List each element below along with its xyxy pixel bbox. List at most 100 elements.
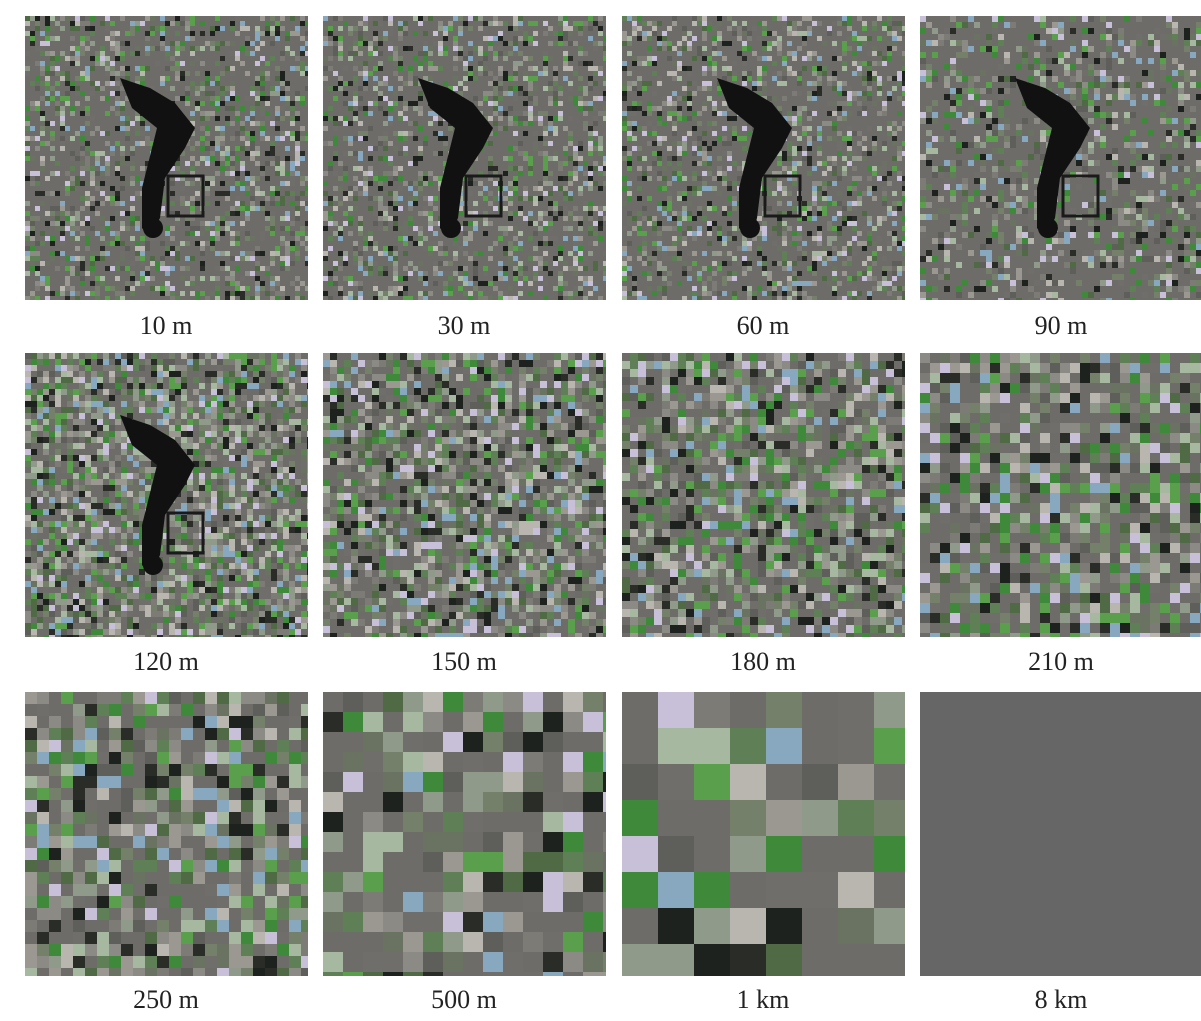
image-pixel — [1070, 16, 1076, 22]
image-pixel — [518, 121, 523, 126]
image-pixel — [220, 181, 225, 186]
image-pixel — [368, 241, 373, 246]
image-pixel — [782, 221, 787, 226]
image-pixel — [682, 216, 687, 221]
image-pixel — [682, 141, 687, 146]
image-pixel — [115, 51, 120, 56]
image-pixel — [50, 71, 55, 76]
image-pixel — [1178, 82, 1184, 88]
image-pixel — [802, 211, 807, 216]
image-pixel — [792, 131, 797, 136]
image-pixel — [792, 206, 797, 211]
image-pixel — [837, 226, 842, 231]
image-pixel — [388, 121, 393, 126]
image-pixel — [817, 236, 822, 241]
image-pixel — [543, 86, 548, 91]
image-pixel — [25, 176, 30, 181]
image-pixel — [986, 40, 992, 46]
image-pixel — [305, 231, 308, 236]
image-pixel — [323, 181, 328, 186]
image-pixel — [473, 271, 478, 276]
image-pixel — [393, 51, 398, 56]
image-pixel — [225, 191, 230, 196]
image-pixel — [588, 241, 593, 246]
image-pixel — [722, 141, 727, 146]
image-pixel — [642, 251, 647, 256]
image-pixel — [260, 106, 265, 111]
image-pixel — [692, 176, 697, 181]
image-pixel — [513, 76, 518, 81]
image-pixel — [100, 56, 105, 61]
image-pixel — [423, 141, 428, 146]
image-pixel — [847, 246, 852, 251]
image-pixel — [677, 176, 682, 181]
image-pixel — [290, 171, 295, 176]
image-pixel — [578, 141, 583, 146]
image-pixel — [802, 296, 807, 300]
image-pixel — [588, 211, 593, 216]
image-pixel — [478, 16, 483, 21]
image-pixel — [882, 256, 887, 261]
image-pixel — [797, 76, 802, 81]
image-pixel — [992, 52, 998, 58]
image-pixel — [398, 86, 403, 91]
image-pixel — [797, 111, 802, 116]
image-pixel — [165, 286, 170, 291]
image-pixel — [483, 56, 488, 61]
image-pixel — [398, 31, 403, 36]
image-pixel — [882, 286, 887, 291]
image-pixel — [80, 51, 85, 56]
image-pixel — [30, 31, 35, 36]
image-pixel — [235, 206, 240, 211]
image-pixel — [270, 136, 275, 141]
image-pixel — [463, 281, 468, 286]
image-pixel — [100, 191, 105, 196]
image-pixel — [867, 86, 872, 91]
image-pixel — [887, 46, 892, 51]
image-pixel — [998, 190, 1004, 196]
image-pixel — [637, 76, 642, 81]
image-pixel — [672, 116, 677, 121]
image-pixel — [438, 151, 443, 156]
image-pixel — [533, 21, 538, 26]
image-pixel — [493, 196, 498, 201]
image-pixel — [722, 181, 727, 186]
image-pixel — [215, 291, 220, 296]
image-pixel — [388, 246, 393, 251]
image-pixel — [667, 56, 672, 61]
image-pixel — [717, 251, 722, 256]
image-pixel — [1190, 70, 1196, 76]
image-pixel — [647, 261, 652, 266]
image-pixel — [30, 16, 35, 21]
image-pixel — [40, 161, 45, 166]
image-pixel — [65, 221, 70, 226]
image-pixel — [513, 256, 518, 261]
image-pixel — [230, 206, 235, 211]
image-pixel — [305, 176, 308, 181]
image-pixel — [998, 124, 1004, 130]
image-pixel — [867, 236, 872, 241]
image-pixel — [1016, 46, 1022, 52]
image-pixel — [50, 256, 55, 261]
image-pixel — [230, 271, 235, 276]
image-pixel — [105, 186, 110, 191]
image-pixel — [672, 76, 677, 81]
image-pixel — [588, 201, 593, 206]
image-pixel — [125, 131, 130, 136]
image-pixel — [200, 21, 205, 26]
image-pixel — [255, 286, 260, 291]
image-pixel — [50, 16, 55, 21]
image-pixel — [418, 176, 423, 181]
image-pixel — [642, 171, 647, 176]
image-pixel — [45, 26, 50, 31]
image-pixel — [190, 291, 195, 296]
image-pixel — [220, 171, 225, 176]
image-pixel — [408, 131, 413, 136]
image-pixel — [974, 142, 980, 148]
image-pixel — [388, 286, 393, 291]
image-pixel — [290, 166, 295, 171]
image-pixel — [55, 266, 60, 271]
image-pixel — [250, 206, 255, 211]
image-pixel — [453, 256, 458, 261]
image-pixel — [1100, 70, 1106, 76]
